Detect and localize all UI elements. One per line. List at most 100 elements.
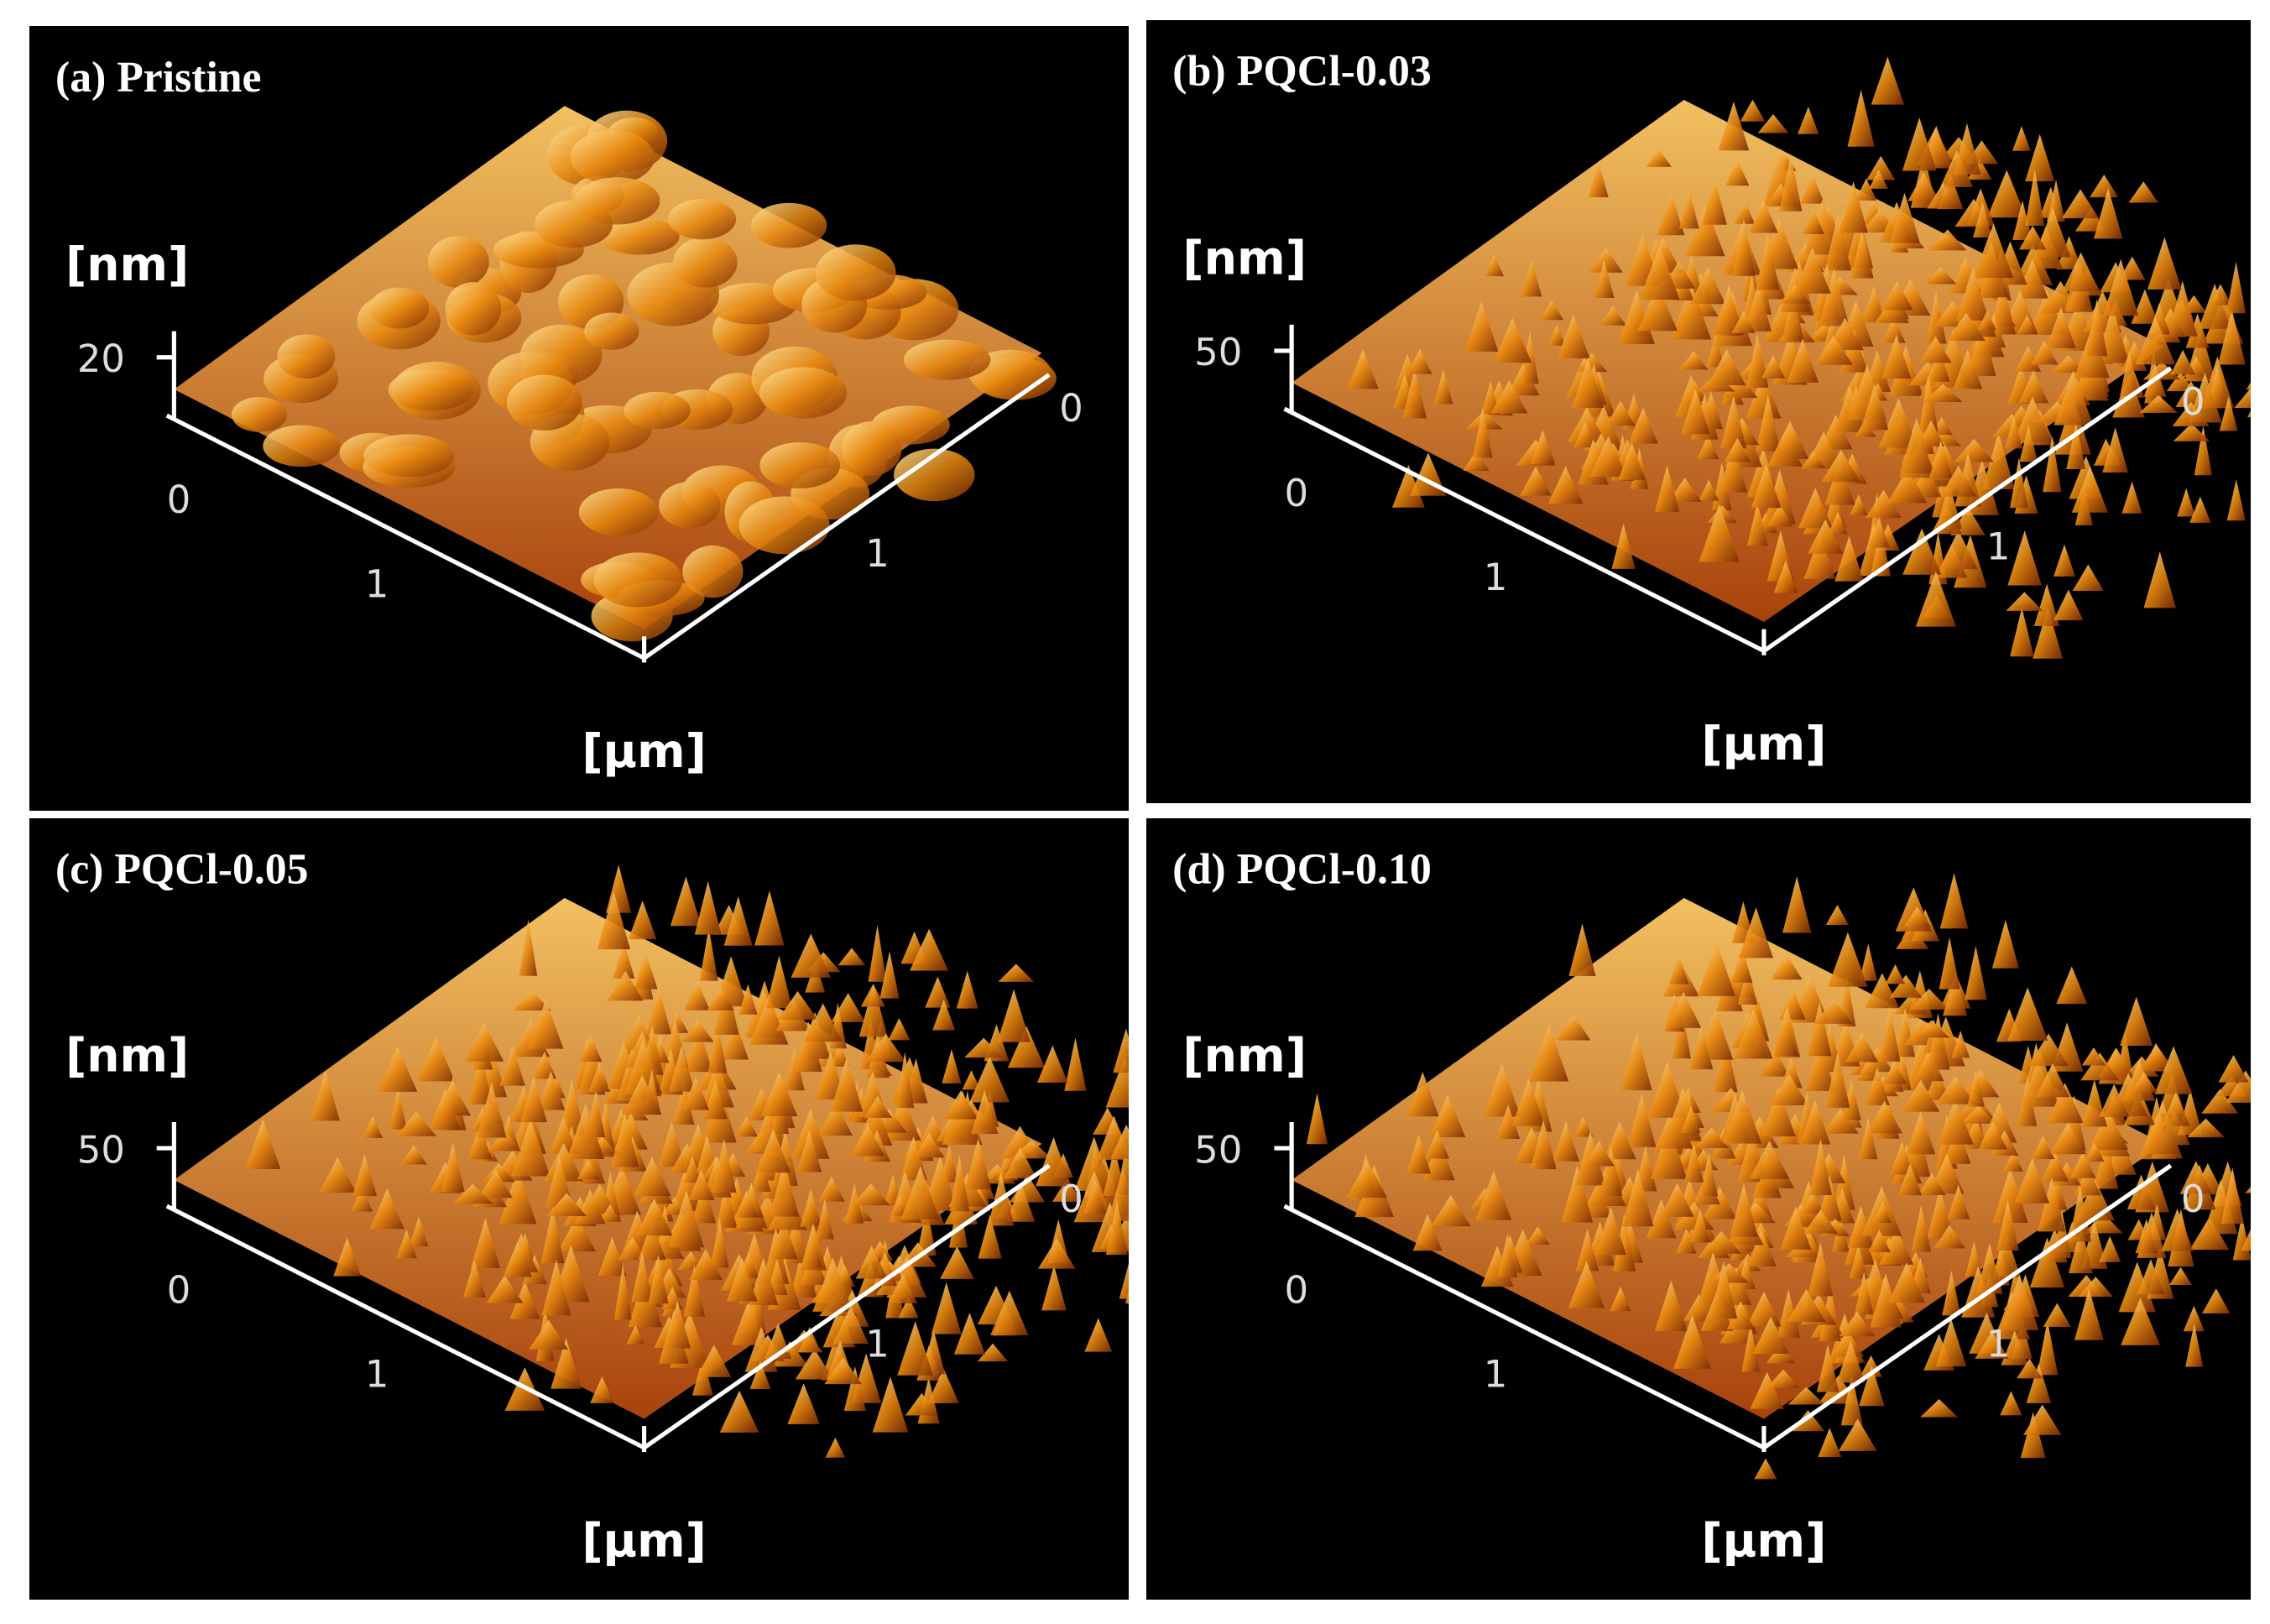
surface-peak xyxy=(2226,262,2247,314)
surface-peak xyxy=(851,1125,885,1157)
surface-bump xyxy=(369,287,430,329)
surface-bump xyxy=(759,441,841,488)
left-tick-label: 1 xyxy=(1484,555,1508,599)
surface-peak xyxy=(1878,398,1919,448)
surface-peak xyxy=(1915,571,1956,627)
surface-peak xyxy=(1041,1265,1067,1311)
surface-peak xyxy=(1760,1048,1790,1077)
surface-peak xyxy=(2051,355,2086,373)
surface-peak xyxy=(1855,178,1877,201)
surface-peak xyxy=(1610,1286,1631,1312)
surface-peak xyxy=(855,1245,888,1279)
surface-peak xyxy=(1680,389,1710,435)
surface-peak xyxy=(2189,496,2211,523)
surface-peak xyxy=(2093,1138,2119,1189)
right-tick-label: 0 xyxy=(2181,1177,2205,1221)
surface-peak xyxy=(1752,1316,1789,1354)
surface-peak xyxy=(1873,1201,1892,1223)
z-tick-label: 20 xyxy=(77,337,125,381)
surface-peak xyxy=(1646,1198,1677,1239)
surface-peak xyxy=(1787,338,1819,383)
surface-peak xyxy=(2161,1092,2190,1126)
surface-peak xyxy=(2093,187,2123,239)
surface-peak xyxy=(2137,1259,2165,1295)
surface-peak xyxy=(2061,189,2100,219)
surface-peak xyxy=(1490,379,1528,414)
surface-peak xyxy=(2121,1298,2160,1345)
surface-peak xyxy=(1064,1037,1087,1091)
surface-peak xyxy=(1858,1117,1878,1160)
surface-peak xyxy=(2187,1118,2225,1138)
surface-peak xyxy=(800,1188,822,1227)
surface-peak xyxy=(1824,1052,1850,1108)
surface-peak xyxy=(1798,107,1819,134)
surface-peak xyxy=(868,924,887,982)
surface-peak xyxy=(1973,201,1992,238)
surface-peak xyxy=(1683,1294,1715,1321)
surface-peak xyxy=(1850,494,1868,515)
surface-peak xyxy=(1693,1127,1730,1148)
surface-peak xyxy=(824,1357,862,1385)
surface-peak xyxy=(1746,333,1769,388)
surface-peak xyxy=(749,995,789,1045)
surface-peak xyxy=(1521,331,1539,384)
surface-peak xyxy=(1854,1271,1874,1315)
left-tick-label: 0 xyxy=(167,478,191,522)
surface-peak xyxy=(913,1132,945,1158)
surface-peak xyxy=(962,1070,981,1090)
surface-peak xyxy=(1573,1116,1594,1137)
surface-peak xyxy=(2028,1033,2069,1067)
surface-peak xyxy=(1801,450,1826,468)
surface-peak xyxy=(682,1077,710,1110)
surface-peak xyxy=(2006,592,2043,611)
surface-peak xyxy=(1730,1183,1758,1237)
surface-peak xyxy=(1699,504,1740,562)
surface-peak xyxy=(1689,267,1726,305)
surface-peak xyxy=(977,1343,1009,1362)
surface-peak xyxy=(1618,441,1646,480)
surface-peak xyxy=(1992,1167,2028,1223)
surface-peak xyxy=(1703,1186,1737,1219)
surface-peak xyxy=(931,1282,962,1334)
surface-peak xyxy=(1761,354,1786,379)
surface-peak xyxy=(925,976,951,1008)
surface-peak xyxy=(860,984,885,1007)
surface-peak xyxy=(738,984,758,1015)
surface-peak xyxy=(2177,488,2196,517)
right-tick-label: 1 xyxy=(1986,525,2011,569)
surface-peak xyxy=(1939,937,1960,990)
surface-peak xyxy=(765,955,793,1009)
surface-peak xyxy=(1667,478,1702,502)
surface-peak xyxy=(1621,1168,1654,1227)
surface-peak xyxy=(1036,1045,1068,1084)
surface-peak xyxy=(1935,1318,1967,1367)
surface-peak xyxy=(2000,1274,2039,1330)
surface-peak xyxy=(1530,1120,1557,1170)
surface-peak xyxy=(1699,479,1719,501)
surface-peak xyxy=(1839,1311,1876,1337)
surface-peak xyxy=(590,1376,614,1403)
surface-bump xyxy=(534,200,613,248)
surface-peak xyxy=(1943,1125,1971,1164)
surface-peak xyxy=(1924,1068,1950,1100)
surface-peak xyxy=(1463,450,1490,471)
right-tick-label: 1 xyxy=(1986,1321,2011,1366)
surface-peak xyxy=(2000,1391,2022,1416)
surface-peak xyxy=(2246,382,2251,390)
surface-peak xyxy=(416,1037,456,1082)
surface-peak xyxy=(997,989,1031,1042)
surface-peak xyxy=(1809,1138,1832,1196)
surface-peak xyxy=(623,1074,662,1115)
surface-peak xyxy=(1986,170,2027,218)
surface-peak xyxy=(1686,205,1725,257)
surface-peak xyxy=(1800,174,1825,204)
surface-peak xyxy=(1402,367,1427,419)
surface-peak xyxy=(1119,1263,1129,1299)
surface-peak xyxy=(470,1218,500,1268)
surface-peak xyxy=(1807,1242,1834,1297)
surface-peak xyxy=(1866,155,1896,180)
surface-peak xyxy=(1599,1145,1623,1197)
surface-peak xyxy=(1681,1105,1701,1134)
surface-peak xyxy=(478,1169,513,1198)
surface-bump xyxy=(668,199,737,240)
